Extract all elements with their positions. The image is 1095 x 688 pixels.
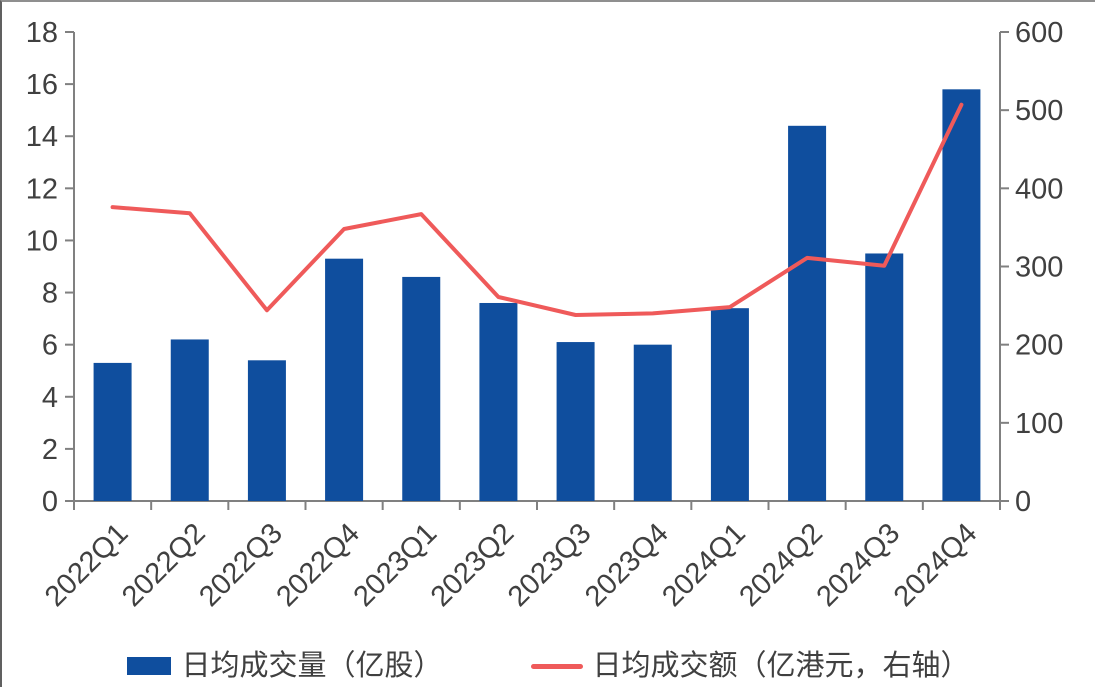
- x-tick-label: 2023Q4: [579, 517, 675, 613]
- x-tick-label: 2022Q1: [39, 517, 135, 613]
- x-tick-label: 2022Q2: [116, 517, 212, 613]
- x-tick-label: 2022Q3: [193, 517, 289, 613]
- x-tick-label: 2023Q3: [502, 517, 598, 613]
- volume-legend-label: 日均成交量（亿股）: [181, 649, 443, 682]
- x-tick-label: 2024Q1: [656, 517, 752, 613]
- volume-bar-swatch: [127, 657, 172, 675]
- legend-item-volume: 日均成交量（亿股）: [127, 649, 443, 682]
- x-tick-label: 2022Q4: [270, 517, 366, 613]
- bar-2022Q1: [93, 362, 132, 501]
- left-tick-label: 14: [26, 121, 58, 153]
- right-tick-label: 500: [1015, 95, 1063, 127]
- bar-2022Q4: [325, 258, 364, 501]
- right-tick-label: 0: [1015, 486, 1031, 518]
- bar-2024Q3: [865, 253, 904, 501]
- bar-2023Q2: [479, 302, 518, 501]
- right-tick-label: 100: [1015, 408, 1063, 440]
- chart-canvas: 0 2 4 6 8 10 12 14 16 18 0 100 200 300 400 500 600 2022Q1…: [26, 17, 1064, 613]
- legend-item-turnover: 日均成交额（亿港元，右轴）: [530, 649, 970, 682]
- turnover-line-swatch: [530, 663, 583, 669]
- left-tick-label: 2: [42, 434, 58, 466]
- left-tick-label: 16: [26, 69, 58, 101]
- right-tick-label: 200: [1015, 330, 1063, 362]
- legend: 日均成交量（亿股） 日均成交额（亿港元，右轴）: [2, 644, 1095, 688]
- bar-2023Q4: [633, 344, 672, 501]
- left-tick-label: 12: [26, 173, 58, 205]
- left-tick-label: 6: [42, 330, 58, 362]
- x-tick-label: 2024Q2: [733, 517, 829, 613]
- left-tick-label: 0: [42, 486, 58, 518]
- bar-2022Q3: [247, 360, 286, 501]
- x-tick-label: 2024Q3: [811, 517, 907, 613]
- bar-2022Q2: [170, 339, 209, 501]
- left-tick-label: 8: [42, 278, 58, 310]
- left-tick-label: 18: [26, 17, 58, 49]
- turnover-legend-label: 日均成交额（亿港元，右轴）: [592, 649, 970, 682]
- x-tick-label: 2023Q1: [348, 517, 444, 613]
- x-tick-label: 2023Q2: [425, 517, 521, 613]
- bar-2024Q4: [942, 89, 981, 502]
- bar-2023Q3: [556, 342, 595, 501]
- x-tick-label: 2024Q4: [888, 517, 984, 613]
- bar-2023Q1: [402, 276, 441, 501]
- bar-2024Q2: [788, 125, 827, 502]
- left-tick-label: 4: [42, 382, 58, 414]
- bar-2024Q1: [710, 308, 749, 501]
- right-tick-label: 300: [1015, 252, 1063, 284]
- right-tick-label: 400: [1015, 173, 1063, 205]
- left-tick-label: 10: [26, 225, 58, 257]
- turnover-line: [110, 102, 964, 317]
- right-tick-label: 600: [1015, 17, 1063, 49]
